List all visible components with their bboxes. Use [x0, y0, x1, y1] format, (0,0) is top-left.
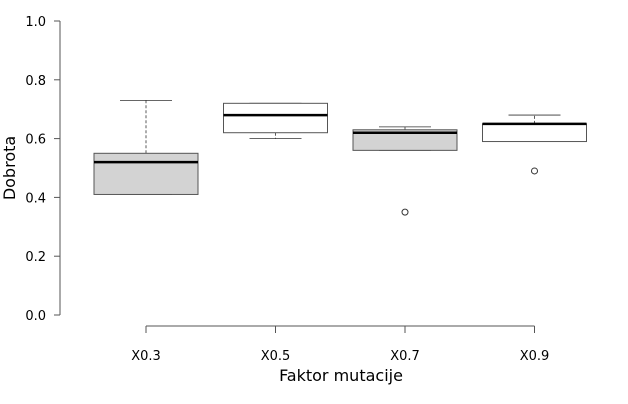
y-axis-title: Dobrota [0, 136, 19, 200]
box-X0.7 [352, 126, 458, 216]
y-axis: 0.0 0.2 0.4 0.6 0.8 1.0 [25, 15, 61, 324]
outlier-point [531, 167, 538, 175]
iqr-box [223, 102, 328, 134]
y-tick-label: 0.8 [25, 74, 46, 89]
y-tick-label: 0.4 [25, 191, 46, 206]
x-tick-label: X0.7 [390, 349, 420, 364]
x-axis: X0.3 X0.5 X0.7 X0.9 [131, 325, 550, 364]
y-tick-label: 0.0 [25, 309, 46, 324]
iqr-box [482, 123, 587, 143]
iqr-box [93, 152, 199, 195]
x-tick-label: X0.5 [261, 349, 291, 364]
x-tick-label: X0.9 [520, 349, 550, 364]
x-axis-title: Faktor mutacije [279, 366, 403, 385]
box-X0.3 [93, 99, 199, 195]
y-tick-label: 0.6 [25, 133, 46, 148]
x-tick-label: X0.3 [131, 349, 161, 364]
box-X0.5 [223, 102, 328, 140]
y-tick-label: 0.2 [25, 250, 46, 265]
outlier-point [401, 208, 409, 216]
boxes-group [93, 99, 587, 216]
box-X0.9 [482, 114, 587, 175]
iqr-box [352, 129, 458, 151]
y-tick-label: 1.0 [25, 15, 46, 30]
